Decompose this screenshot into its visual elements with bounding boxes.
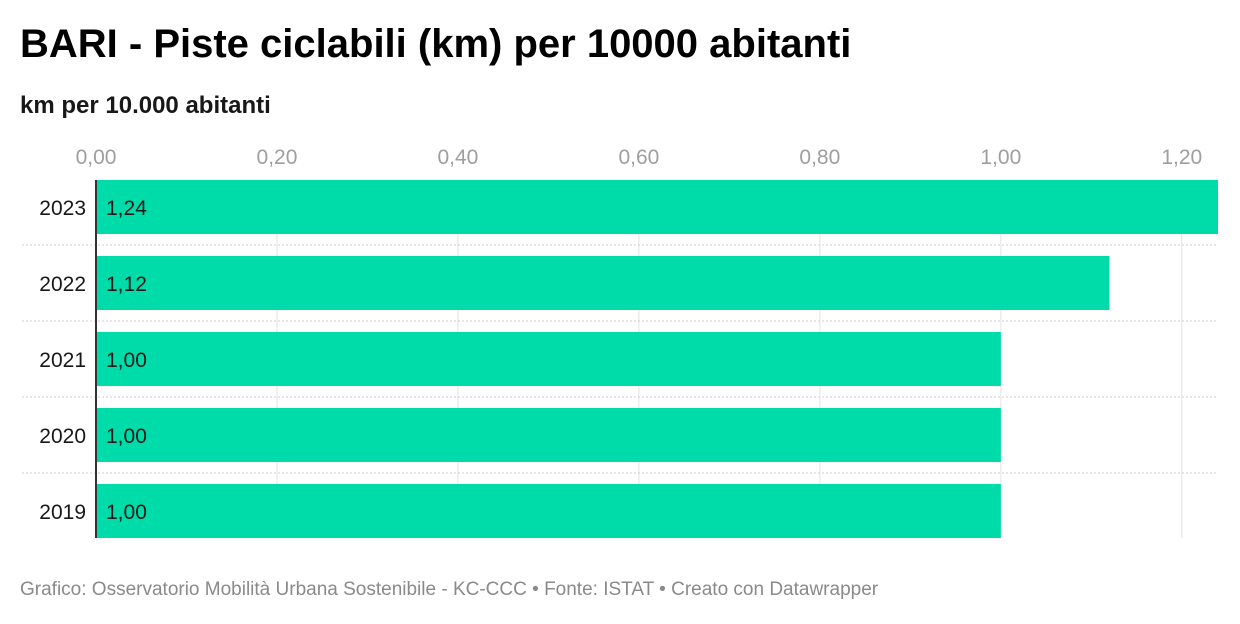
bar: [96, 332, 1001, 386]
x-tick-label: 0,20: [257, 146, 298, 169]
category-label: 2021: [39, 349, 86, 372]
row-separators: [22, 244, 1218, 474]
x-axis-ticks: 0,00 0,20 0,40 0,60 0,80 1,00 1,20: [76, 146, 1203, 169]
footer-source: Fonte: ISTAT: [544, 579, 654, 600]
bar: [96, 180, 1218, 234]
x-tick-label: 0,60: [618, 146, 659, 169]
value-label: 1,00: [106, 501, 147, 524]
value-label: 1,00: [106, 349, 147, 372]
chart-footer: Grafico: Osservatorio Mobilità Urbana So…: [20, 578, 878, 602]
footer-separator: •: [659, 579, 666, 600]
chart-subtitle: km per 10.000 abitanti: [20, 92, 271, 119]
x-tick-label: 0,00: [76, 146, 117, 169]
value-labels: 1,24 1,12 1,00 1,00 1,00: [106, 197, 147, 524]
x-tick-label: 1,20: [1161, 146, 1202, 169]
footer-separator: •: [532, 579, 539, 600]
bar: [96, 484, 1001, 538]
x-tick-label: 1,00: [980, 146, 1021, 169]
footer-credit: Grafico: Osservatorio Mobilità Urbana So…: [20, 579, 527, 600]
chart-title: BARI - Piste ciclabili (km) per 10000 ab…: [20, 22, 852, 66]
x-tick-label: 0,40: [437, 146, 478, 169]
category-label: 2020: [39, 425, 86, 448]
category-labels: 2023 2022 2021 2020 2019: [39, 197, 86, 524]
bar: [96, 256, 1110, 310]
footer-tool: Creato con Datawrapper: [671, 579, 879, 600]
bar-chart: 0,00 0,20 0,40 0,60 0,80 1,00 1,20 20232022202…: [22, 146, 1218, 538]
x-tick-label: 0,80: [799, 146, 840, 169]
category-label: 2023: [39, 197, 86, 220]
bars: [96, 180, 1218, 538]
value-label: 1,24: [106, 197, 147, 220]
value-label: 1,12: [106, 273, 147, 296]
category-label: 2022: [39, 273, 86, 296]
bar: [96, 408, 1001, 462]
value-label: 1,00: [106, 425, 147, 448]
category-label: 2019: [39, 501, 86, 524]
